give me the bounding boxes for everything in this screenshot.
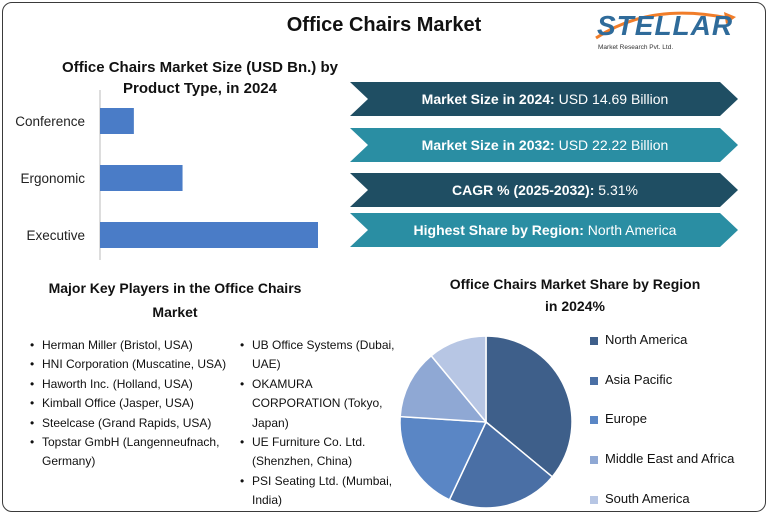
legend-swatch [590, 495, 598, 504]
legend-label: Middle East and Africa [605, 451, 735, 467]
stat-label: Market Size in 2032: [421, 137, 555, 153]
bar-chart-title-line-2: Product Type, in 2024 [123, 80, 277, 97]
bar-chart-title-line-1: Office Chairs Market Size (USD Bn.) by [62, 59, 338, 76]
key-stats-banners [350, 82, 738, 247]
logo-wordmark: STELLAR [597, 10, 734, 41]
stat-banner-2 [350, 128, 738, 162]
bar-conference [100, 108, 134, 134]
legend-item-north-america: North America [590, 332, 734, 372]
stat-banner-text-4: Highest Share by Region: North America [360, 222, 730, 238]
stat-label: CAGR % (2025-2032): [452, 182, 595, 198]
pie-slice-south-america [430, 335, 487, 425]
stat-banner-text-1: Market Size in 2024: USD 14.69 Billion [360, 91, 730, 107]
key-player-item: HNI Corporation (Muscatine, USA) [28, 355, 228, 375]
legend-label: Asia Pacific [605, 371, 673, 387]
stellar-logo [595, 11, 736, 40]
key-player-item: Herman Miller (Bristol, USA) [28, 336, 228, 356]
key-player-item: Steelcase (Grand Rapids, USA) [28, 414, 228, 434]
legend-label: North America [605, 332, 688, 347]
pie-slice-asia-pacific [448, 420, 554, 509]
legend-item-south-america: South America [590, 491, 734, 514]
legend-swatch [590, 456, 598, 465]
key-player-item: Haworth Inc. (Holland, USA) [28, 375, 228, 395]
stat-value: North America [583, 222, 677, 238]
key-players-title: Major Key Players in the Office Chairs M… [20, 276, 330, 324]
key-player-item: OKAMURA CORPORATION (Tokyo, Japan) [238, 375, 398, 433]
pie-slice-north-america [485, 335, 573, 478]
legend-label: South America [605, 490, 690, 506]
key-players-title-line-2: Market [152, 304, 198, 320]
key-players-title-line-1: Major Key Players in the Office Chairs [48, 280, 302, 296]
pie-slice-europe [399, 415, 488, 501]
stat-banner-1 [350, 82, 738, 116]
bar-chart-title: Office Chairs Market Size (USD Bn.) by P… [30, 57, 370, 99]
pie-chart-title: Office Chairs Market Share by Region in … [420, 273, 730, 317]
key-player-item: Topstar GmbH (Langenneufnach, Germany) [28, 433, 228, 472]
pie-chart-title-line-1: Office Chairs Market Share by Region [449, 276, 701, 292]
key-player-item: UE Furniture Co. Ltd. (Shenzhen, China) [238, 433, 398, 472]
legend-item-middle-east-and-africa: Middle East and Africa [590, 451, 734, 491]
stat-banner-text-3: CAGR % (2025-2032): 5.31% [360, 182, 730, 198]
pie-legend: North America Asia Pacific Europe Middle Ea… [590, 332, 734, 514]
logo-subtitle: Market Research Pvt. Ltd. [598, 44, 674, 51]
stat-label: Market Size in 2024: [421, 91, 555, 107]
legend-swatch [590, 376, 598, 385]
legend-item-europe: Europe [590, 411, 734, 451]
stat-banner-4 [350, 213, 738, 247]
pie-slice-middle-east-and-africa [399, 354, 488, 423]
bar-ergonomic [100, 165, 183, 191]
bar-label-ergonomic: Ergonomic [20, 171, 85, 186]
stat-value: USD 22.22 Billion [554, 137, 669, 153]
stat-value: 5.31% [594, 182, 638, 198]
bar-label-executive: Executive [26, 228, 85, 243]
legend-swatch [590, 337, 598, 345]
key-player-item: UB Office Systems (Dubai, UAE) [238, 336, 398, 375]
key-players-list-1: Herman Miller (Bristol, USA)HNI Corporat… [28, 336, 228, 472]
key-players-list-2: UB Office Systems (Dubai, UAE)OKAMURA CO… [238, 336, 398, 511]
stat-banner-text-2: Market Size in 2032: USD 22.22 Billion [360, 137, 730, 153]
stat-banner-3 [350, 173, 738, 207]
stat-value: USD 14.69 Billion [554, 91, 669, 107]
legend-swatch [590, 416, 598, 425]
key-player-item: PSI Seating Ltd. (Mumbai, India) [238, 472, 398, 511]
stat-label: Highest Share by Region: [413, 222, 584, 238]
bar-label-conference: Conference [15, 114, 85, 129]
page-title: Office Chairs Market [286, 14, 482, 36]
key-player-item: Kimball Office (Jasper, USA) [28, 394, 228, 414]
pie-chart-title-line-2: in 2024% [545, 298, 605, 314]
legend-item-asia-pacific: Asia Pacific [590, 372, 734, 412]
legend-label: Europe [605, 411, 647, 427]
region-pie-chart [399, 335, 573, 509]
bar-executive [100, 222, 318, 248]
product-type-bar-chart: Conference Ergonomic Executive [15, 90, 318, 260]
